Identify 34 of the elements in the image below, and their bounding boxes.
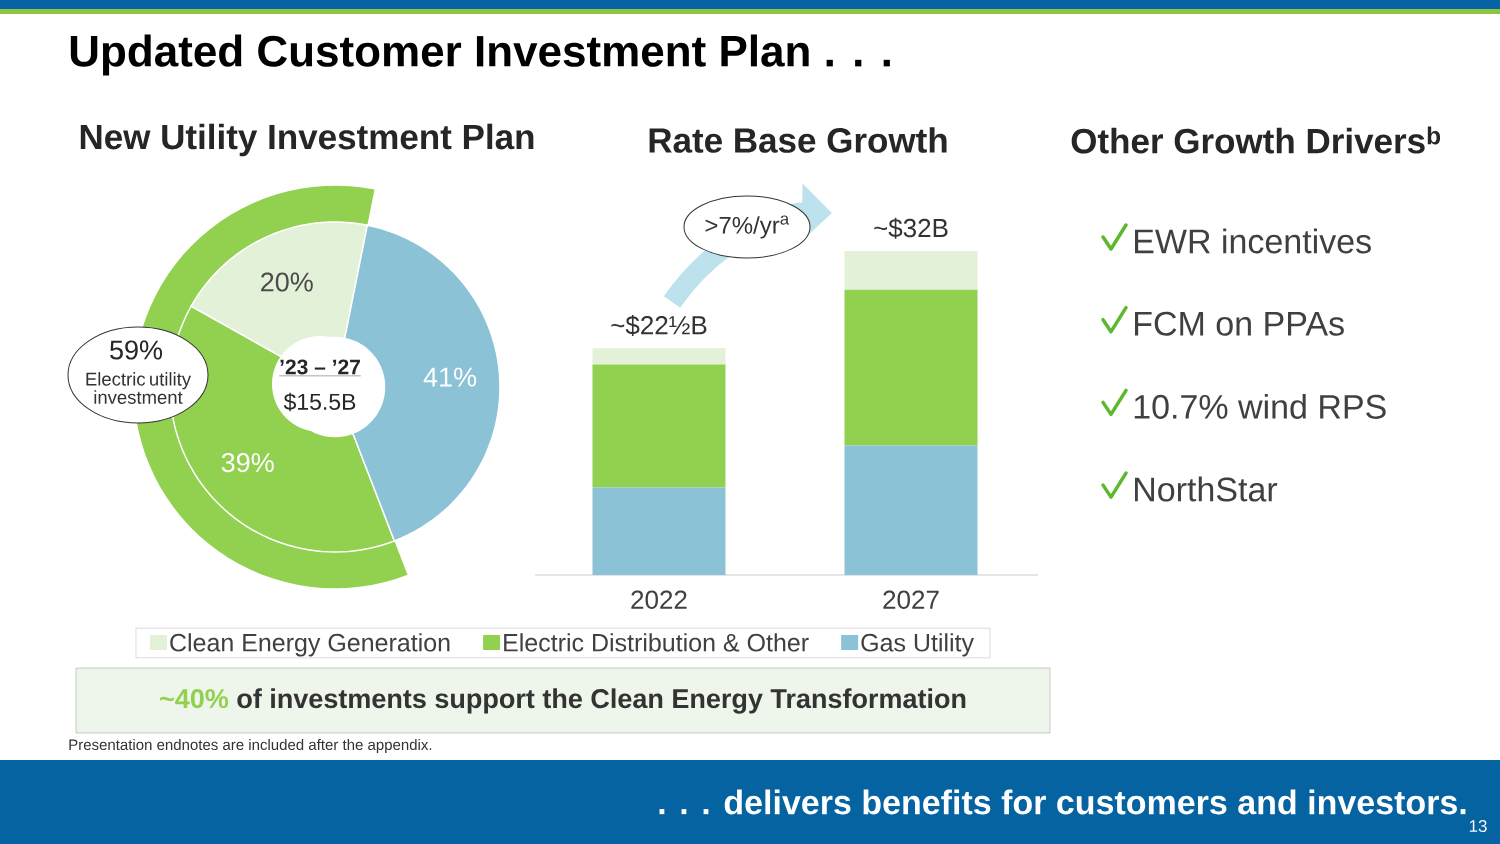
text: NorthStar bbox=[1135, 476, 1278, 502]
text: Electric utility investment bbox=[86, 372, 192, 404]
text: >7%/yr$^{a}$ bbox=[705, 215, 790, 239]
bar bbox=[592, 348, 726, 365]
text: 13 bbox=[1469, 819, 1487, 833]
bar bbox=[844, 289, 978, 446]
text: of investments support the Clean Energy Transformation bbox=[237, 688, 966, 714]
text: 10.7% wind RPS bbox=[1134, 393, 1386, 419]
text: . . . delivers benefits for customers and investors. bbox=[659, 789, 1466, 815]
bar bbox=[844, 445, 978, 575]
text: EWR incentives bbox=[1135, 228, 1371, 254]
annotation: ~$22½B bbox=[611, 314, 707, 336]
text: Presentation endnotes are included after the appendix. bbox=[69, 739, 432, 753]
x-tick-label: 2022 bbox=[631, 590, 687, 609]
chart-title: Rate Base Growth bbox=[649, 127, 947, 153]
text: FCM on PPAs bbox=[1135, 311, 1344, 336]
annotation: ~$32B bbox=[874, 217, 948, 239]
x-tick-label: 2027 bbox=[883, 590, 939, 609]
text: Other Growth Drivers$^{b}$ bbox=[1071, 126, 1441, 154]
text: ~40% bbox=[160, 689, 229, 709]
text: $15.5B bbox=[283, 392, 356, 412]
legend-label: Gas Utility bbox=[861, 633, 974, 657]
bar bbox=[592, 364, 726, 488]
data-label: 41% bbox=[423, 367, 477, 387]
chart-title: New Utility Investment Plan bbox=[80, 123, 534, 157]
data-label: 39% bbox=[221, 453, 274, 473]
legend-label: Electric Distribution & Other bbox=[504, 633, 809, 652]
text: Updated Customer Investment Plan . . . bbox=[70, 34, 890, 76]
bar bbox=[592, 487, 726, 575]
data-label: 20% bbox=[261, 272, 313, 292]
legend-label: Clean Energy Generation bbox=[170, 633, 450, 657]
text: ’23 – ’27 bbox=[280, 359, 360, 375]
text: 59% bbox=[110, 340, 163, 360]
bar bbox=[844, 251, 978, 290]
